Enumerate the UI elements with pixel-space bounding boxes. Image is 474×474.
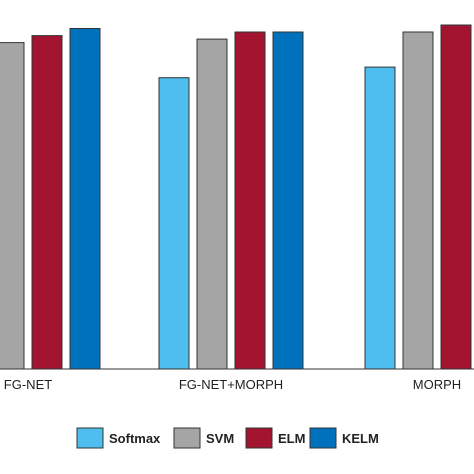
- legend: Softmax SVM ELM KELM: [76, 427, 379, 449]
- x-tick-labels: FG-NET FG-NET+MORPH MORPH: [4, 377, 461, 392]
- legend-label-softmax: Softmax: [109, 431, 161, 446]
- legend-swatch-softmax: [76, 427, 104, 449]
- bar-svm-0: [0, 42, 25, 370]
- bar-softmax-1: [158, 77, 190, 370]
- legend-label-kelm: KELM: [342, 431, 379, 446]
- bar-svm-2: [402, 31, 434, 370]
- legend-swatch-svm: [173, 427, 201, 449]
- x-tick-label: MORPH: [413, 377, 461, 392]
- bar-elm-0: [31, 35, 63, 370]
- legend-label-elm: ELM: [278, 431, 305, 446]
- legend-swatch-kelm: [309, 427, 337, 449]
- x-tick-label: FG-NET+MORPH: [179, 377, 283, 392]
- bar-elm-1: [234, 31, 266, 370]
- x-tick-label: FG-NET: [4, 377, 52, 392]
- bar-kelm-1: [272, 31, 304, 370]
- bar-softmax-2: [364, 66, 396, 370]
- legend-swatch-elm: [245, 427, 273, 449]
- legend-label-svm: SVM: [206, 431, 234, 446]
- bars-group: [0, 24, 472, 370]
- bar-kelm-0: [69, 28, 101, 370]
- bar-svm-1: [196, 38, 228, 370]
- bar-elm-2: [440, 24, 472, 370]
